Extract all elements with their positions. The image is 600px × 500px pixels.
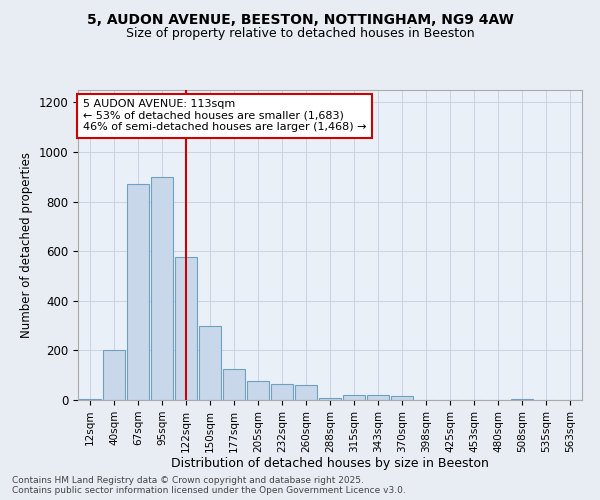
Bar <box>319 398 341 400</box>
Bar <box>295 385 317 400</box>
Text: 5, AUDON AVENUE, BEESTON, NOTTINGHAM, NG9 4AW: 5, AUDON AVENUE, BEESTON, NOTTINGHAM, NG… <box>86 12 514 26</box>
X-axis label: Distribution of detached houses by size in Beeston: Distribution of detached houses by size … <box>171 458 489 470</box>
Bar <box>151 177 173 400</box>
Bar <box>223 369 245 400</box>
Bar <box>271 384 293 400</box>
Bar <box>103 350 125 400</box>
Bar <box>199 326 221 400</box>
Bar <box>367 395 389 400</box>
Text: Contains HM Land Registry data © Crown copyright and database right 2025.
Contai: Contains HM Land Registry data © Crown c… <box>12 476 406 495</box>
Y-axis label: Number of detached properties: Number of detached properties <box>20 152 33 338</box>
Text: Size of property relative to detached houses in Beeston: Size of property relative to detached ho… <box>125 28 475 40</box>
Bar <box>247 382 269 400</box>
Bar <box>175 258 197 400</box>
Text: 5 AUDON AVENUE: 113sqm
← 53% of detached houses are smaller (1,683)
46% of semi-: 5 AUDON AVENUE: 113sqm ← 53% of detached… <box>83 100 367 132</box>
Bar <box>79 399 101 400</box>
Bar <box>391 396 413 400</box>
Bar <box>127 184 149 400</box>
Bar <box>511 399 533 400</box>
Bar <box>343 395 365 400</box>
